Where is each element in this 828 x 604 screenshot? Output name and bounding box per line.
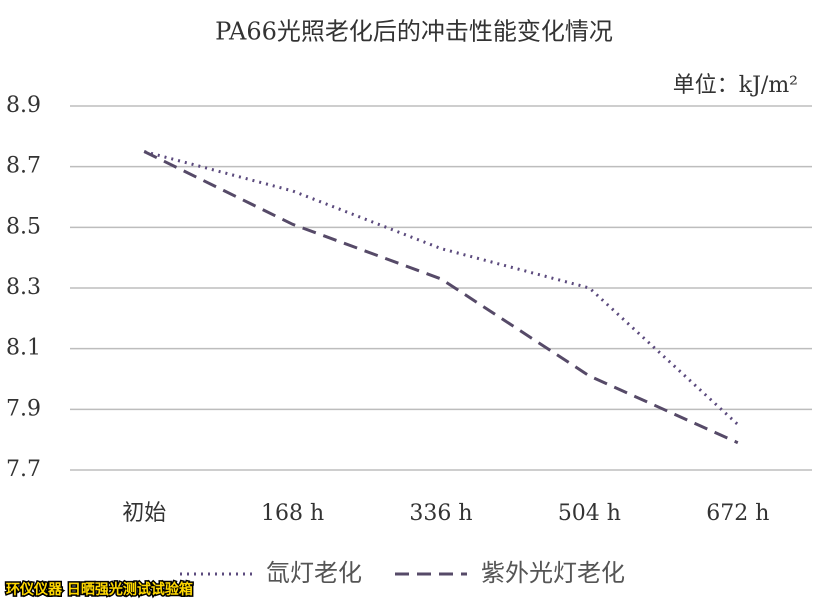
watermark: 环仪仪器 日晒强光测试试验箱	[6, 581, 193, 598]
unit-label: 单位：kJ/m²	[673, 73, 798, 98]
y-tick-label: 7.9	[6, 396, 41, 421]
y-tick-label: 8.9	[6, 93, 41, 118]
x-tick-label: 672 h	[706, 501, 769, 526]
x-tick-label: 初始	[122, 501, 166, 526]
y-tick-label: 8.7	[6, 154, 41, 179]
x-tick-label: 504 h	[558, 501, 621, 526]
chart-title: PA66光照老化后的冲击性能变化情况	[215, 18, 613, 46]
y-tick-label: 8.5	[6, 214, 41, 239]
legend-label: 氙灯老化	[266, 559, 362, 587]
x-tick-label: 168 h	[261, 501, 324, 526]
y-tick-label: 8.1	[6, 336, 41, 361]
y-tick-label: 8.3	[6, 275, 41, 300]
x-tick-label: 336 h	[409, 501, 472, 526]
data-line	[143, 150, 739, 426]
legend-label: 紫外光灯老化	[481, 559, 625, 587]
y-tick-label: 7.7	[6, 457, 41, 482]
data-line	[143, 150, 739, 445]
